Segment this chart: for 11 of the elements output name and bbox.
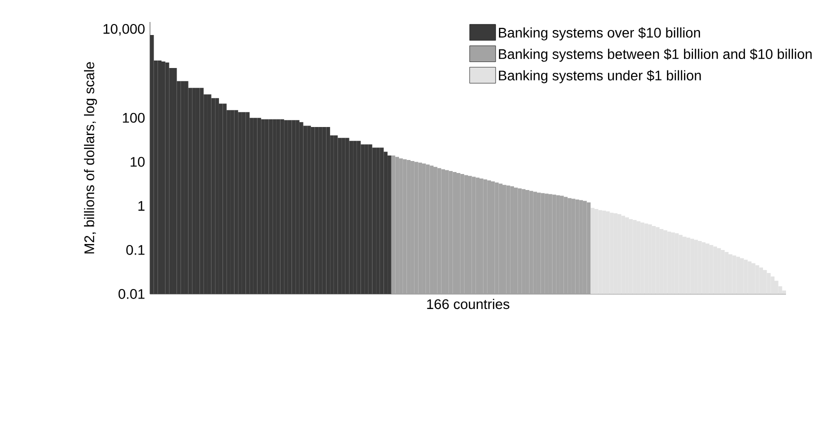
y-tick-label: 10 [130, 156, 145, 167]
y-tick-label: 0.01 [118, 289, 144, 299]
x-axis-title: 166 countries [427, 298, 510, 310]
y-tick-label: 0.1 [126, 245, 144, 255]
legend-label: Banking systems between $1 billion and $10 billion [498, 48, 812, 62]
y-tick-label: 10,000 [104, 24, 145, 36]
y-tick-label: 1 [138, 201, 144, 211]
legend-label: Banking systems under $1 billion [498, 70, 701, 84]
y-tick-label: 100 [122, 112, 145, 123]
y-axis-title: M2, billions of dollars, log scale [84, 62, 97, 254]
legend-label: Banking systems over $10 billion [498, 27, 700, 40]
